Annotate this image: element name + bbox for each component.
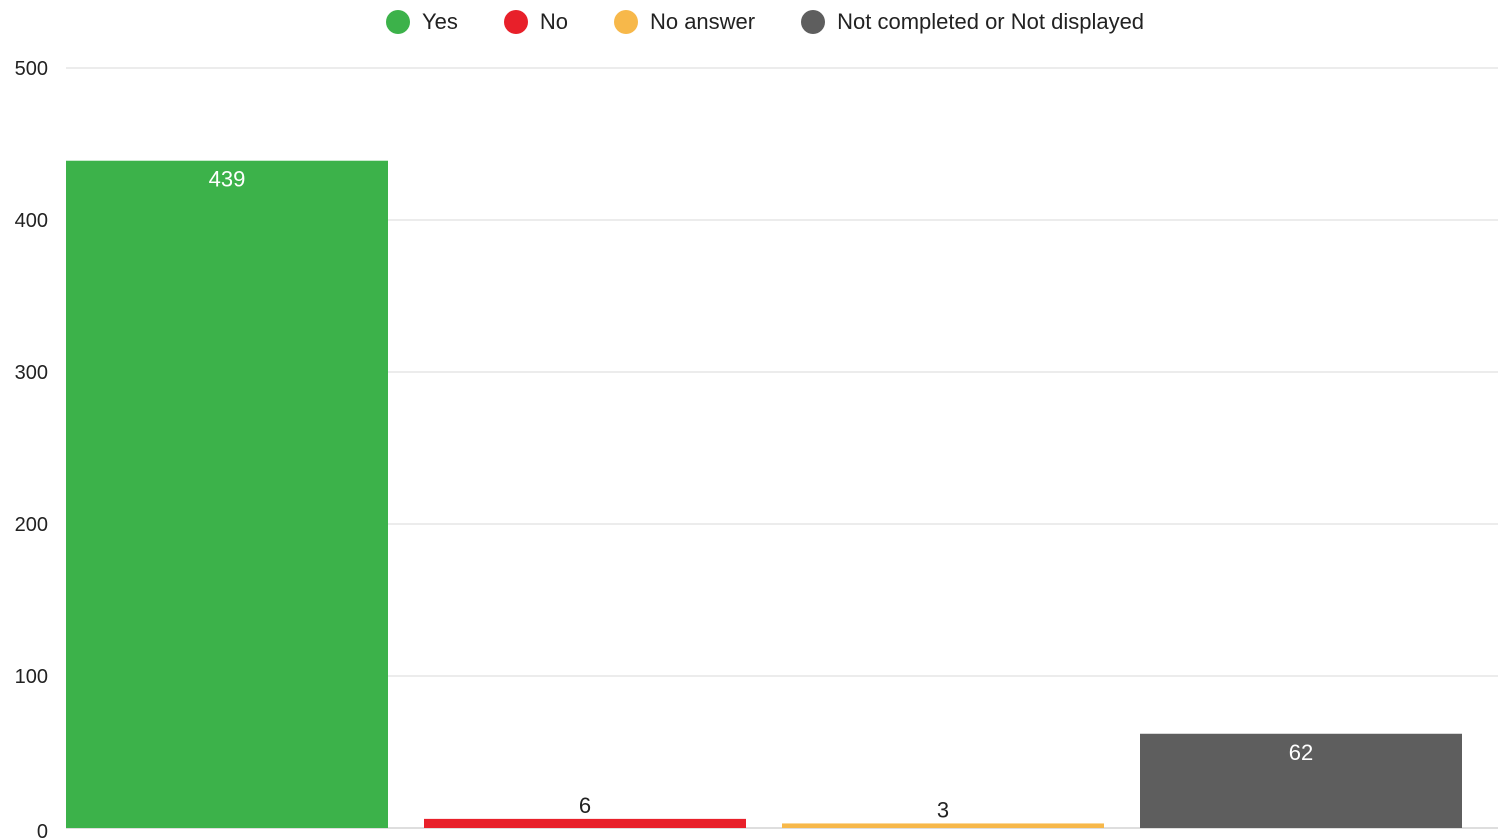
bar-no[interactable] xyxy=(424,818,746,828)
legend-swatch-yes xyxy=(385,10,410,34)
bar-yes[interactable] xyxy=(66,160,388,829)
legend-item-no[interactable]: No xyxy=(503,8,568,36)
bar-not-completed-or-not-displayed[interactable] xyxy=(1140,733,1462,828)
legend-swatch-no xyxy=(503,10,528,34)
legend-swatch-not-completed xyxy=(801,10,826,34)
y-tick-label: 200 xyxy=(15,514,48,536)
legend-label-no-answer: No answer xyxy=(649,9,756,34)
data-label-yes: 439 xyxy=(209,167,246,192)
chart-legend: Yes No No answer Not completed or Not di… xyxy=(0,8,1506,36)
legend-item-yes[interactable]: Yes xyxy=(385,8,458,36)
data-label-no-answer: 3 xyxy=(937,797,949,822)
legend-label-yes: Yes xyxy=(421,9,458,34)
legend-swatch-no-answer xyxy=(613,10,638,34)
y-tick-label: 300 xyxy=(15,362,48,384)
y-tick-label: 500 xyxy=(15,58,48,80)
data-label-no: 6 xyxy=(579,793,591,818)
y-tick-label: 100 xyxy=(15,666,48,688)
bar-no-answer[interactable] xyxy=(782,823,1104,828)
data-label-not-completed-or-not-displayed: 62 xyxy=(1289,740,1313,765)
legend-item-not-completed[interactable]: Not completed or Not displayed xyxy=(801,8,1144,36)
y-tick-label: 0 xyxy=(37,821,48,838)
legend-label-not-completed: Not completed or Not displayed xyxy=(837,9,1145,34)
legend-label-no: No xyxy=(539,9,568,34)
legend-item-no-answer[interactable]: No answer xyxy=(613,8,756,36)
y-tick-label: 400 xyxy=(15,210,48,232)
